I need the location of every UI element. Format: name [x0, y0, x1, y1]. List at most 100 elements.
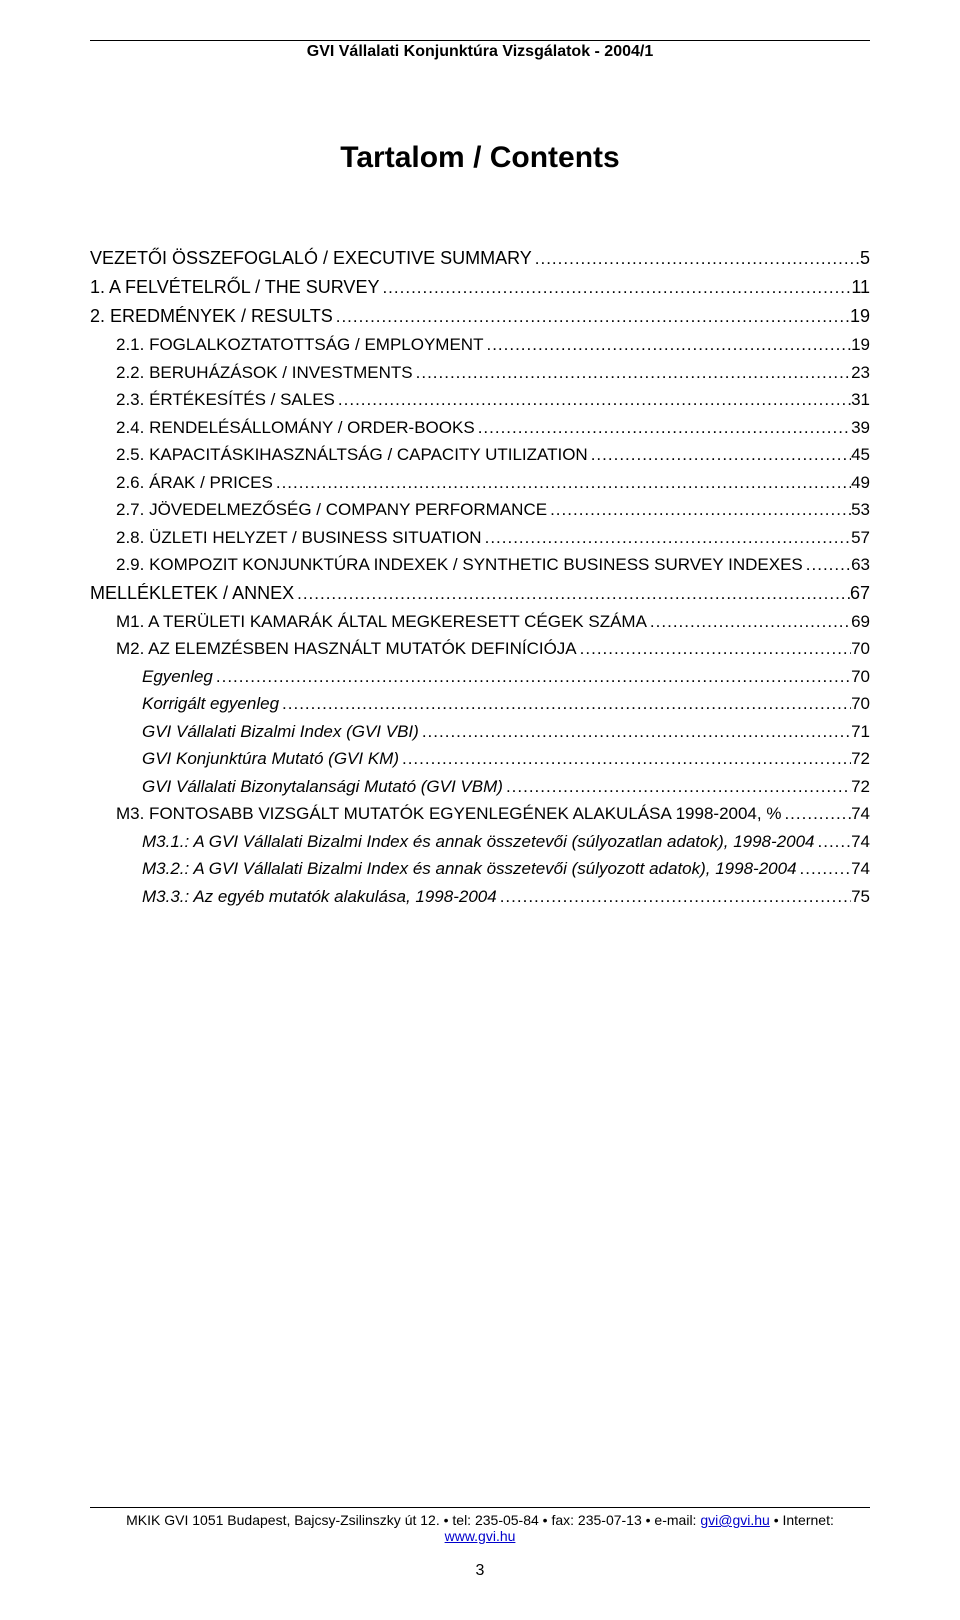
footer-email-link[interactable]: gvi@gvi.hu [700, 1512, 769, 1528]
page-number: 3 [90, 1562, 870, 1580]
toc-leader-dots [577, 636, 851, 662]
toc-entry: GVI Vállalati Bizonytalansági Mutató (GV… [90, 774, 870, 800]
toc-label: GVI Konjunktúra Mutató (GVI KM) [142, 746, 399, 772]
toc-page-number: 49 [851, 470, 870, 496]
toc-leader-dots [647, 609, 851, 635]
footer-rule [90, 1507, 870, 1508]
toc-leader-dots [335, 387, 851, 413]
toc-label: 2.9. KOMPOZIT KONJUNKTÚRA INDEXEK / SYNT… [116, 552, 803, 578]
toc-page-number: 74 [851, 801, 870, 827]
toc-entry: GVI Vállalati Bizalmi Index (GVI VBI) 71 [90, 719, 870, 745]
toc-page-number: 71 [851, 719, 870, 745]
toc-label: 2.3. ÉRTÉKESÍTÉS / SALES [116, 387, 335, 413]
toc-leader-dots [279, 691, 851, 717]
toc-leader-dots [588, 442, 851, 468]
toc-entry: M3.2.: A GVI Vállalati Bizalmi Index és … [90, 856, 870, 882]
toc-page-number: 70 [851, 691, 870, 717]
toc-label: 2.1. FOGLALKOZTATOTTSÁG / EMPLOYMENT [116, 332, 483, 358]
toc-entry: 2.7. JÖVEDELMEZŐSÉG / COMPANY PERFORMANC… [90, 497, 870, 523]
toc-leader-dots [399, 746, 851, 772]
toc-entry: GVI Konjunktúra Mutató (GVI KM) 72 [90, 746, 870, 772]
toc-page-number: 19 [850, 303, 870, 330]
toc-leader-dots [532, 246, 860, 272]
toc-entry: 2.5. KAPACITÁSKIHASZNÁLTSÁG / CAPACITY U… [90, 442, 870, 468]
toc-page-number: 72 [851, 746, 870, 772]
toc-page-number: 75 [851, 884, 870, 910]
toc-page-number: 45 [851, 442, 870, 468]
toc-entry: 2.4. RENDELÉSÁLLOMÁNY / ORDER-BOOKS 39 [90, 415, 870, 441]
toc-label: M1. A TERÜLETI KAMARÁK ÁLTAL MEGKERESETT… [116, 609, 647, 635]
toc-page-number: 69 [851, 609, 870, 635]
toc-label: M3.2.: A GVI Vállalati Bizalmi Index és … [142, 856, 797, 882]
toc-entry: M1. A TERÜLETI KAMARÁK ÁLTAL MEGKERESETT… [90, 609, 870, 635]
toc-label: M3. FONTOSABB VIZSGÁLT MUTATÓK EGYENLEGÉ… [116, 801, 781, 827]
toc-leader-dots [413, 360, 851, 386]
toc-entry: 2.1. FOGLALKOZTATOTTSÁG / EMPLOYMENT 19 [90, 332, 870, 358]
toc-page-number: 74 [851, 829, 870, 855]
toc-page-number: 11 [851, 274, 870, 301]
toc-leader-dots [803, 552, 851, 578]
toc-entry: M3.3.: Az egyéb mutatók alakulása, 1998-… [90, 884, 870, 910]
toc-page-number: 70 [851, 664, 870, 690]
toc-leader-dots [503, 774, 851, 800]
toc-entry: 2.9. KOMPOZIT KONJUNKTÚRA INDEXEK / SYNT… [90, 552, 870, 578]
toc-entry: 2.3. ÉRTÉKESÍTÉS / SALES 31 [90, 387, 870, 413]
toc-entry: VEZETŐI ÖSSZEFOGLALÓ / EXECUTIVE SUMMARY… [90, 245, 870, 272]
toc-label: 2. EREDMÉNYEK / RESULTS [90, 303, 333, 330]
toc-page-number: 63 [851, 552, 870, 578]
toc-leader-dots [497, 884, 851, 910]
toc-label: M3.3.: Az egyéb mutatók alakulása, 1998-… [142, 884, 497, 910]
toc-leader-dots [419, 719, 851, 745]
footer-text: MKIK GVI 1051 Budapest, Bajcsy-Zsilinszk… [90, 1512, 870, 1544]
footer-url-link[interactable]: www.gvi.hu [445, 1528, 516, 1544]
toc-label: MELLÉKLETEK / ANNEX [90, 580, 294, 607]
toc-leader-dots [815, 829, 852, 855]
toc-label: Korrigált egyenleg [142, 691, 279, 717]
toc-label: 2.8. ÜZLETI HELYZET / BUSINESS SITUATION [116, 525, 482, 551]
toc-page-number: 19 [851, 332, 870, 358]
toc-leader-dots [333, 304, 850, 330]
toc-label: 2.4. RENDELÉSÁLLOMÁNY / ORDER-BOOKS [116, 415, 475, 441]
toc-entry: Korrigált egyenleg 70 [90, 691, 870, 717]
toc-leader-dots [213, 664, 851, 690]
toc-leader-dots [294, 581, 850, 607]
toc-entry: M3.1.: A GVI Vállalati Bizalmi Index és … [90, 829, 870, 855]
toc-label: M3.1.: A GVI Vállalati Bizalmi Index és … [142, 829, 815, 855]
toc-leader-dots [483, 332, 851, 358]
toc-page-number: 74 [851, 856, 870, 882]
toc-entry: MELLÉKLETEK / ANNEX 67 [90, 580, 870, 607]
toc-entry: 2.6. ÁRAK / PRICES 49 [90, 470, 870, 496]
toc-label: 2.5. KAPACITÁSKIHASZNÁLTSÁG / CAPACITY U… [116, 442, 588, 468]
footer-mid: • Internet: [770, 1512, 834, 1528]
page-footer: MKIK GVI 1051 Budapest, Bajcsy-Zsilinszk… [90, 1507, 870, 1580]
toc-leader-dots [475, 415, 851, 441]
toc-entry: 2.2. BERUHÁZÁSOK / INVESTMENTS 23 [90, 360, 870, 386]
toc-page-number: 70 [851, 636, 870, 662]
toc-page-number: 5 [860, 245, 870, 272]
toc-label: GVI Vállalati Bizonytalansági Mutató (GV… [142, 774, 503, 800]
table-of-contents: VEZETŐI ÖSSZEFOGLALÓ / EXECUTIVE SUMMARY… [90, 245, 870, 909]
page-title: Tartalom / Contents [90, 141, 870, 175]
toc-entry: M3. FONTOSABB VIZSGÁLT MUTATÓK EGYENLEGÉ… [90, 801, 870, 827]
toc-label: 2.2. BERUHÁZÁSOK / INVESTMENTS [116, 360, 413, 386]
toc-page-number: 72 [851, 774, 870, 800]
toc-label: Egyenleg [142, 664, 213, 690]
toc-page-number: 57 [851, 525, 870, 551]
toc-label: 1. A FELVÉTELRŐL / THE SURVEY [90, 274, 379, 301]
toc-entry: M2. AZ ELEMZÉSBEN HASZNÁLT MUTATÓK DEFIN… [90, 636, 870, 662]
toc-label: VEZETŐI ÖSSZEFOGLALÓ / EXECUTIVE SUMMARY [90, 245, 532, 272]
toc-leader-dots [781, 801, 851, 827]
toc-leader-dots [547, 497, 851, 523]
toc-leader-dots [379, 275, 851, 301]
toc-entry: 2.8. ÜZLETI HELYZET / BUSINESS SITUATION… [90, 525, 870, 551]
toc-leader-dots [482, 525, 851, 551]
toc-page-number: 31 [851, 387, 870, 413]
toc-label: GVI Vállalati Bizalmi Index (GVI VBI) [142, 719, 419, 745]
toc-entry: Egyenleg 70 [90, 664, 870, 690]
header-rule [90, 40, 870, 41]
toc-entry: 1. A FELVÉTELRŐL / THE SURVEY 11 [90, 274, 870, 301]
toc-leader-dots [273, 470, 851, 496]
toc-page-number: 39 [851, 415, 870, 441]
toc-leader-dots [797, 856, 852, 882]
toc-page-number: 67 [850, 580, 870, 607]
